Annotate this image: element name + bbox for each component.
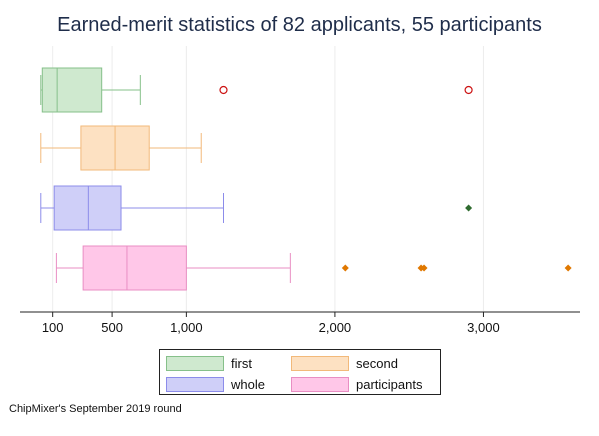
outlier-point <box>420 264 428 272</box>
legend-swatch-whole <box>166 376 224 392</box>
box-iqr <box>41 67 103 113</box>
legend-swatch-second <box>291 355 349 371</box>
legend-swatch-first <box>166 355 224 371</box>
outlier-point <box>464 85 473 95</box>
outlier-point <box>341 264 349 272</box>
legend-label-second: second <box>356 355 398 371</box>
box-iqr <box>53 185 122 231</box>
legend: first second whole participants <box>159 349 441 395</box>
box-participants <box>55 245 572 291</box>
box-second <box>40 125 202 171</box>
legend-item-whole: whole <box>166 375 265 393</box>
x-tick-label: 3,000 <box>467 320 500 335</box>
x-tick-label: 1,000 <box>170 320 203 335</box>
chart-caption: ChipMixer's September 2019 round <box>9 403 182 415</box>
legend-label-first: first <box>231 355 252 371</box>
box-iqr <box>82 245 187 291</box>
outlier-point <box>465 204 473 212</box>
legend-item-participants: participants <box>291 375 422 393</box>
legend-item-second: second <box>291 354 398 372</box>
outlier-point <box>219 85 228 95</box>
x-tick-label: 100 <box>42 320 64 335</box>
x-tick-label: 2,000 <box>319 320 352 335</box>
outlier-point <box>564 264 572 272</box>
legend-label-whole: whole <box>231 376 265 392</box>
chart-title: Earned-merit statistics of 82 applicants… <box>57 14 542 36</box>
legend-label-participants: participants <box>356 376 423 392</box>
legend-item-first: first <box>166 354 252 372</box>
box-first <box>40 67 473 113</box>
x-tick-label: 500 <box>101 320 123 335</box>
legend-swatch-participants <box>291 376 349 392</box>
box-whole <box>40 185 473 231</box>
